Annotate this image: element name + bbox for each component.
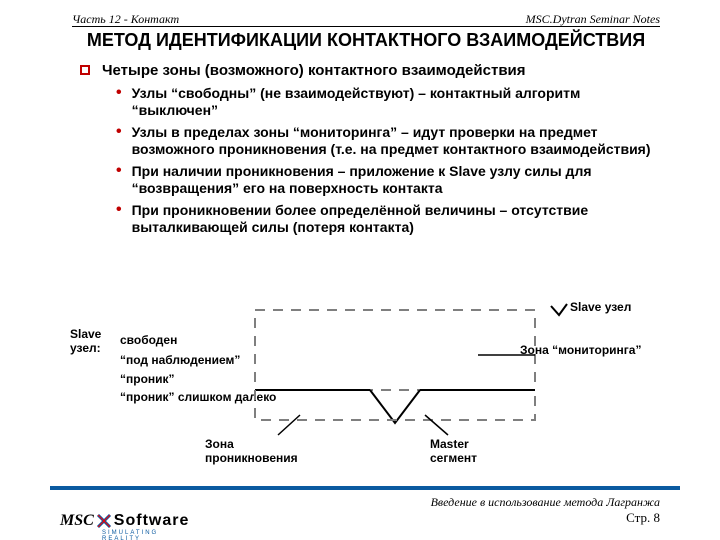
legend-free: свободен (120, 333, 177, 347)
bullet-lvl2-text: Узлы в пределах зоны “мониторинга” – иду… (132, 124, 660, 159)
header-rule (72, 26, 660, 27)
dot-bullet-icon: • (116, 163, 122, 179)
bullet-lvl2-text: При проникновении более определённой вел… (132, 202, 660, 237)
square-bullet-icon (80, 65, 90, 75)
bullet-lvl2-text: При наличии проникновения – приложение к… (132, 163, 660, 198)
dot-bullet-icon: • (116, 124, 122, 140)
footer-subtitle: Введение в использование метода Лагранжа (431, 495, 660, 510)
bullet-lvl2: • Узлы “свободны” (не взаимодействуют) –… (116, 85, 660, 120)
slide: Часть 12 - Контакт MSC.Dytran Seminar No… (0, 0, 720, 540)
header-right: MSC.Dytran Seminar Notes (526, 12, 660, 27)
bullet-lvl2: • При наличии проникновения – приложение… (116, 163, 660, 198)
diagram: Slave узел: свободен “под наблюдением” “… (60, 305, 680, 485)
bullet-lvl1: Четыре зоны (возможного) контактного вза… (80, 62, 660, 81)
page-label: Стр. (626, 510, 650, 525)
logo-software: Software (114, 512, 190, 530)
header-left: Часть 12 - Контакт (72, 12, 179, 27)
legend-title: Slave узел: (70, 327, 110, 355)
legend-pen: “проник” (120, 372, 175, 386)
logo-tagline: SIMULATING REALITY (102, 530, 189, 540)
body-content: Четыре зоны (возможного) контактного вза… (80, 62, 660, 241)
dot-bullet-icon: • (116, 202, 122, 218)
logo-msc: MSC (60, 512, 94, 530)
bullet-lvl1-text: Четыре зоны (возможного) контактного вза… (102, 62, 526, 81)
diagram-svg (200, 305, 570, 455)
bullet-lvl2: • Узлы в пределах зоны “мониторинга” – и… (116, 124, 660, 159)
logo-x-icon (96, 513, 112, 529)
bullet-lvl2-text: Узлы “свободны” (не взаимодействуют) – к… (132, 85, 660, 120)
bullet-lvl2: • При проникновении более определённой в… (116, 202, 660, 237)
page-num-value: 8 (654, 510, 661, 525)
page-number: Стр. 8 (626, 510, 660, 526)
footer-rule (50, 486, 680, 490)
label-slave-node: Slave узел (570, 300, 631, 314)
dot-bullet-icon: • (116, 85, 122, 101)
slide-title: МЕТОД ИДЕНТИФИКАЦИИ КОНТАКТНОГО ВЗАИМОДЕ… (72, 30, 660, 51)
logo: MSC Software SIMULATING REALITY (60, 512, 189, 530)
